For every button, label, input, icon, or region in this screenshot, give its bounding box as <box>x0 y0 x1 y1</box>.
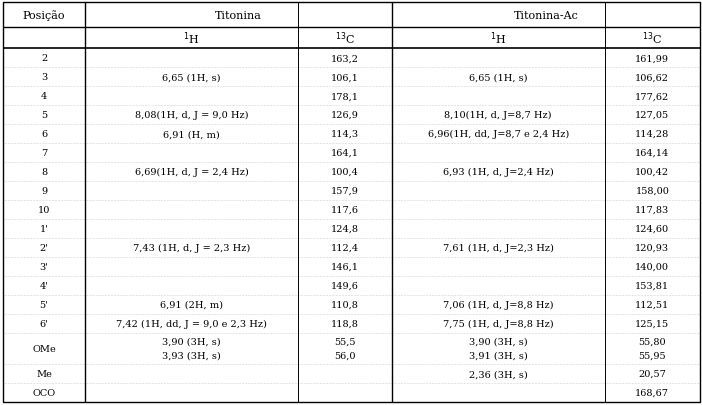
Text: 3,91 (3H, s): 3,91 (3H, s) <box>469 351 528 360</box>
Text: 20,57: 20,57 <box>638 369 666 378</box>
Text: 6': 6' <box>40 319 48 328</box>
Text: 106,62: 106,62 <box>635 73 669 82</box>
Text: 125,15: 125,15 <box>635 319 669 328</box>
Text: OCO: OCO <box>32 388 55 397</box>
Text: 55,5: 55,5 <box>334 337 356 346</box>
Text: 117,6: 117,6 <box>331 205 359 214</box>
Text: $^{13}$C: $^{13}$C <box>642 30 662 47</box>
Text: 168,67: 168,67 <box>635 388 669 397</box>
Text: 7,06 (1H, d, J=8,8 Hz): 7,06 (1H, d, J=8,8 Hz) <box>443 300 553 309</box>
Text: 6: 6 <box>41 130 47 139</box>
Text: 178,1: 178,1 <box>331 92 359 101</box>
Text: $^{1}$H: $^{1}$H <box>490 30 506 47</box>
Text: 5': 5' <box>40 300 48 309</box>
Text: 100,4: 100,4 <box>331 168 359 177</box>
Text: 5: 5 <box>41 111 47 120</box>
Text: OMe: OMe <box>32 344 56 353</box>
Text: 117,83: 117,83 <box>635 205 670 214</box>
Text: 149,6: 149,6 <box>331 281 359 290</box>
Text: 4': 4' <box>39 281 48 290</box>
Text: 3,90 (3H, s): 3,90 (3H, s) <box>469 337 527 346</box>
Text: 106,1: 106,1 <box>331 73 359 82</box>
Text: Titonina: Titonina <box>215 11 262 21</box>
Text: 8: 8 <box>41 168 47 177</box>
Text: 6,93 (1H, d, J=2,4 Hz): 6,93 (1H, d, J=2,4 Hz) <box>443 168 554 177</box>
Text: Titonina-Ac: Titonina-Ac <box>514 11 578 21</box>
Text: 6,91 (2H, m): 6,91 (2H, m) <box>160 300 223 309</box>
Text: 55,95: 55,95 <box>638 351 666 360</box>
Text: 177,62: 177,62 <box>635 92 670 101</box>
Text: 2: 2 <box>41 54 47 63</box>
Text: 6,91 (H, m): 6,91 (H, m) <box>163 130 220 139</box>
Text: 140,00: 140,00 <box>635 262 669 271</box>
Text: 127,05: 127,05 <box>635 111 669 120</box>
Text: 3,93 (3H, s): 3,93 (3H, s) <box>162 351 221 360</box>
Text: 9: 9 <box>41 186 47 196</box>
Text: 7,75 (1H, d, J=8,8 Hz): 7,75 (1H, d, J=8,8 Hz) <box>443 319 554 328</box>
Text: 157,9: 157,9 <box>331 186 359 196</box>
Text: 6,69(1H, d, J = 2,4 Hz): 6,69(1H, d, J = 2,4 Hz) <box>135 168 249 177</box>
Text: 10: 10 <box>38 205 51 214</box>
Text: 7,61 (1H, d, J=2,3 Hz): 7,61 (1H, d, J=2,3 Hz) <box>443 243 554 252</box>
Text: 164,14: 164,14 <box>635 149 670 158</box>
Text: Me: Me <box>37 369 52 378</box>
Text: 158,00: 158,00 <box>635 186 669 196</box>
Text: 120,93: 120,93 <box>635 243 669 252</box>
Text: 3': 3' <box>39 262 48 271</box>
Text: 8,08(1H, d, J = 9,0 Hz): 8,08(1H, d, J = 9,0 Hz) <box>135 111 249 120</box>
Text: 126,9: 126,9 <box>331 111 359 120</box>
Text: 124,8: 124,8 <box>331 224 359 233</box>
Text: $^{1}$H: $^{1}$H <box>183 30 200 47</box>
Text: 112,4: 112,4 <box>331 243 359 252</box>
Text: 6,96(1H, dd, J=8,7 e 2,4 Hz): 6,96(1H, dd, J=8,7 e 2,4 Hz) <box>428 130 569 139</box>
Text: 56,0: 56,0 <box>334 351 356 360</box>
Text: 112,51: 112,51 <box>635 300 670 309</box>
Text: 6,65 (1H, s): 6,65 (1H, s) <box>469 73 527 82</box>
Text: 161,99: 161,99 <box>635 54 669 63</box>
Text: 3,90 (3H, s): 3,90 (3H, s) <box>162 337 221 346</box>
Text: 3: 3 <box>41 73 47 82</box>
Text: 124,60: 124,60 <box>635 224 669 233</box>
Text: 1': 1' <box>39 224 48 233</box>
Text: 7,42 (1H, dd, J = 9,0 e 2,3 Hz): 7,42 (1H, dd, J = 9,0 e 2,3 Hz) <box>116 319 267 328</box>
Text: 100,42: 100,42 <box>635 168 669 177</box>
Text: 114,28: 114,28 <box>635 130 670 139</box>
Text: 7,43 (1H, d, J = 2,3 Hz): 7,43 (1H, d, J = 2,3 Hz) <box>133 243 250 252</box>
Text: 7: 7 <box>41 149 47 158</box>
Text: 118,8: 118,8 <box>331 319 359 328</box>
Text: 163,2: 163,2 <box>331 54 359 63</box>
Text: 110,8: 110,8 <box>331 300 359 309</box>
Text: 2': 2' <box>39 243 48 252</box>
Text: 146,1: 146,1 <box>331 262 359 271</box>
Text: 55,80: 55,80 <box>638 337 666 346</box>
Text: Posição: Posição <box>23 10 65 21</box>
Text: $^{13}$C: $^{13}$C <box>335 30 355 47</box>
Text: 8,10(1H, d, J=8,7 Hz): 8,10(1H, d, J=8,7 Hz) <box>444 111 552 120</box>
Text: 6,65 (1H, s): 6,65 (1H, s) <box>162 73 221 82</box>
Text: 4: 4 <box>41 92 47 101</box>
Text: 164,1: 164,1 <box>331 149 359 158</box>
Text: 153,81: 153,81 <box>635 281 669 290</box>
Text: 114,3: 114,3 <box>331 130 359 139</box>
Text: 2,36 (3H, s): 2,36 (3H, s) <box>469 369 528 378</box>
